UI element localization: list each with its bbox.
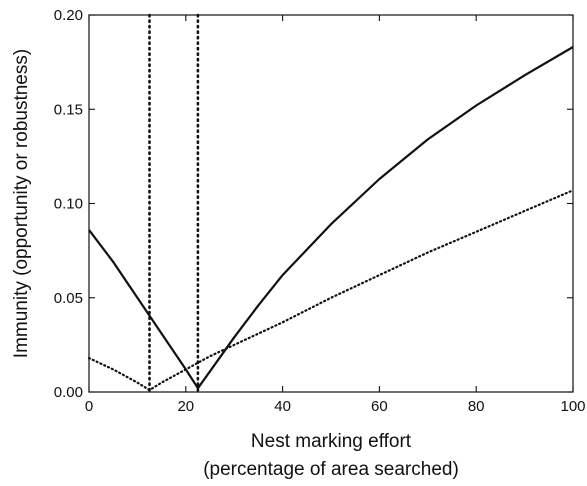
x-tick-label: 60 — [371, 398, 388, 415]
x-tick-label: 20 — [177, 398, 194, 415]
x-tick-label: 100 — [560, 398, 585, 415]
y-tick-label: 0.20 — [54, 7, 83, 24]
y-tick-label: 0.10 — [54, 196, 83, 213]
lines-layer — [87, 13, 575, 394]
series-line-1-solid — [88, 46, 574, 390]
x-tick-label: 80 — [468, 398, 485, 415]
x-tick-label: 0 — [85, 398, 93, 415]
series-line-2-dotted — [87, 189, 575, 392]
y-tick-label: 0.00 — [54, 384, 83, 401]
y-tick-label: 0.15 — [54, 101, 83, 118]
x-tick-label: 40 — [274, 398, 291, 415]
x-axis-label-line-1: Nest marking effort — [251, 431, 412, 452]
x-axis-label-line-2: (percentage of area searched) — [203, 459, 459, 480]
ticks-layer: 0 20 40 60 80 100 0.00 0.05 0.10 0.15 0.20 — [54, 7, 586, 415]
y-axis-label: Immunity (opportunity or robustness) — [11, 49, 32, 358]
y-tick-label: 0.05 — [54, 290, 83, 307]
